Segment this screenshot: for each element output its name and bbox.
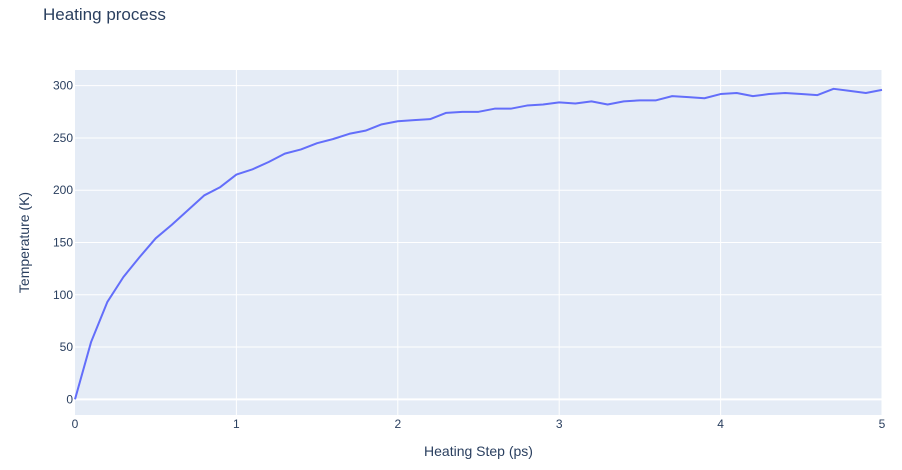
y-axis-title: Temperature (K)	[16, 192, 32, 293]
y-tick-labels: 0 50 100 150 200 250 300	[53, 79, 73, 407]
series-line	[74, 87, 883, 400]
y-tick-label: 0	[66, 392, 73, 406]
y-tick-label: 250	[53, 131, 73, 145]
x-tick-label: 3	[556, 417, 563, 431]
y-tick-label: 100	[53, 288, 73, 302]
y-tick-label: 200	[53, 183, 73, 197]
x-axis-title: Heating Step (ps)	[424, 443, 533, 459]
x-tick-label: 1	[233, 417, 240, 431]
x-tick-label: 5	[879, 417, 886, 431]
x-tick-label: 0	[72, 417, 79, 431]
y-tick-label: 50	[60, 340, 74, 354]
y-tick-label: 150	[53, 236, 73, 250]
x-tick-label: 2	[394, 417, 401, 431]
y-gridlines	[75, 85, 882, 401]
chart-title: Heating process	[43, 5, 166, 24]
y-tick-label: 300	[53, 79, 73, 93]
x-tick-labels: 0 1 2 3 4 5	[72, 417, 886, 431]
x-tick-label: 4	[717, 417, 724, 431]
